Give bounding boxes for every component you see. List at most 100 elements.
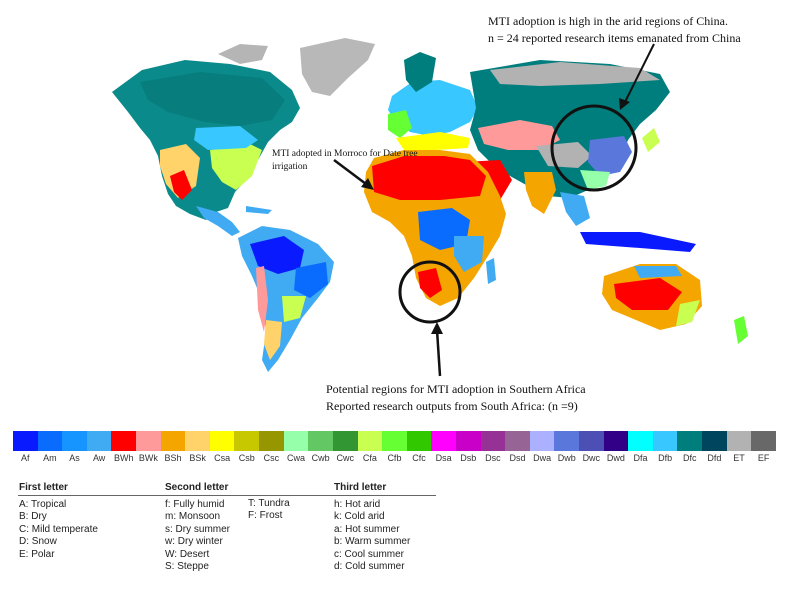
europe (388, 80, 478, 136)
key-item: b: Warm summer (334, 536, 411, 547)
legend-label-aw: Aw (92, 453, 106, 463)
legend-label-bsk: BSk (189, 453, 206, 463)
china-south (580, 170, 610, 190)
mexico-desert (170, 170, 192, 200)
key-item: C: Mild temperate (19, 523, 98, 535)
legend-label-dwb: Dwb (557, 453, 576, 463)
amazon (250, 236, 304, 274)
legend-label-cwb: Cwb (311, 453, 330, 463)
legend-label-dfa: Dfa (633, 453, 648, 463)
southern-africa-annotation: Potential regions for MTI adoption in So… (326, 381, 586, 415)
us-west-arid (160, 144, 200, 198)
asia (470, 60, 670, 198)
legend-swatch-dwb (554, 431, 580, 451)
safrica-arrow (435, 329, 442, 377)
central-asia-steppe (478, 120, 560, 150)
sahara (372, 156, 486, 200)
key-second-letter: Second letter f: Fully humid m: Monsoon … (165, 482, 230, 574)
morocco-arrow (333, 159, 367, 185)
key-item: W: Desert (165, 548, 210, 560)
china-highlight-circle (550, 104, 638, 192)
morocco-annotation: MTI adopted in Morroco for Date tree irr… (272, 149, 418, 172)
legend-label-cwa: Cwa (287, 453, 306, 463)
legend-swatch-dfd (702, 431, 727, 451)
legend-label-am: Am (43, 453, 57, 463)
legend-swatch-csb (234, 431, 260, 451)
legend-label-af: Af (21, 453, 30, 463)
scandinavia (404, 52, 436, 92)
legend-swatch-as (62, 431, 87, 451)
southeast-asia (560, 192, 590, 226)
south-brazil (282, 296, 306, 322)
southern-africa-desert (418, 268, 442, 298)
china-arrow (623, 43, 655, 105)
key-divider (18, 495, 436, 496)
legend-swatch-cfc (406, 431, 432, 451)
australia-southeast (676, 300, 700, 326)
safrica-annotation-line1: Potential regions for MTI adoption in So… (326, 382, 586, 396)
china-annotation-line1: MTI adoption is high in the arid regions… (488, 14, 728, 28)
legend-swatch-dsa (431, 431, 456, 451)
key-item: s: Dry summer (165, 523, 230, 535)
legend-swatch-cwb (308, 431, 333, 451)
morocco-arrowhead (361, 178, 374, 190)
legend-label-csb: Csb (238, 453, 255, 463)
key-item: w: Dry winter (165, 536, 223, 547)
key-item: T: Tundra (248, 497, 290, 509)
climate-legend-colorbar (13, 431, 776, 451)
legend-swatch-cwc (332, 431, 358, 451)
legend-swatch-bsk (185, 431, 210, 451)
legend-label-bsh: BSh (164, 453, 182, 463)
key-item: A: Tropical (19, 498, 67, 510)
key-second-letter-extra: T: Tundra F: Frost (248, 498, 290, 523)
east-africa (454, 236, 484, 272)
legend-label-ef: EF (757, 453, 770, 463)
key-item: k: Cold arid (334, 511, 385, 522)
legend-label-as: As (69, 453, 80, 463)
legend-label-bwh: BWh (113, 453, 134, 463)
china-arrowhead (619, 98, 630, 110)
legend-label-dsa: Dsa (435, 453, 452, 463)
key-item: d: Cold summer (334, 561, 405, 572)
legend-label-cfa: Cfa (362, 453, 377, 463)
key-item: m: Monsoon (165, 511, 221, 522)
new-zealand (734, 316, 748, 344)
safrica-arrowhead (431, 322, 443, 334)
key-item: h: Hot arid (334, 498, 381, 510)
key-third-letter-title: Third letter (334, 482, 387, 493)
legend-swatch-bwk (136, 431, 161, 451)
key-second-letter-title: Second letter (165, 482, 229, 493)
legend-swatch-dsb (455, 431, 481, 451)
legend-swatch-dfb (652, 431, 678, 451)
legend-label-dwd: Dwd (606, 453, 625, 463)
legend-label-cfb: Cfb (387, 453, 402, 463)
china-annotation: MTI adoption is high in the arid regions… (488, 13, 741, 47)
legend-label-dwa: Dwa (533, 453, 552, 463)
legend-swatch-dwc (579, 431, 604, 451)
world-climate-map (112, 38, 748, 377)
arctic-islands (218, 44, 268, 64)
legend-swatch-ef (751, 431, 776, 451)
legend-label-csc: Csc (263, 453, 280, 463)
us-midwest (194, 126, 258, 150)
legend-swatch-cwa (283, 431, 309, 451)
caribbean (246, 206, 272, 214)
legend-label-cwc: Cwc (336, 453, 354, 463)
legend-swatch-af (13, 431, 38, 451)
key-item: f: Fully humid (165, 498, 225, 510)
western-europe (388, 110, 412, 138)
key-first-letter: First letter A: Tropical B: Dry C: Mild … (19, 482, 98, 561)
legend-label-cfc: Cfc (412, 453, 426, 463)
southern-africa-highlight-circle (398, 260, 462, 324)
legend-swatch-cfa (357, 431, 383, 451)
legend-label-dwc: Dwc (582, 453, 601, 463)
key-third-letter: Third letter h: Hot arid k: Cold arid a:… (334, 482, 410, 574)
legend-label-dsb: Dsb (460, 453, 477, 463)
key-item: D: Snow (19, 536, 57, 547)
safrica-annotation-line2: Reported research outputs from South Afr… (326, 399, 578, 413)
patagonia (264, 320, 282, 360)
india (524, 172, 556, 214)
climate-legend-labels: Af Am As Aw BWh BWk BSh BSk Csa Csb Csc Cwa Cwb Cwc Cf… (13, 453, 776, 467)
china-east (588, 136, 632, 176)
us-east (210, 142, 262, 190)
